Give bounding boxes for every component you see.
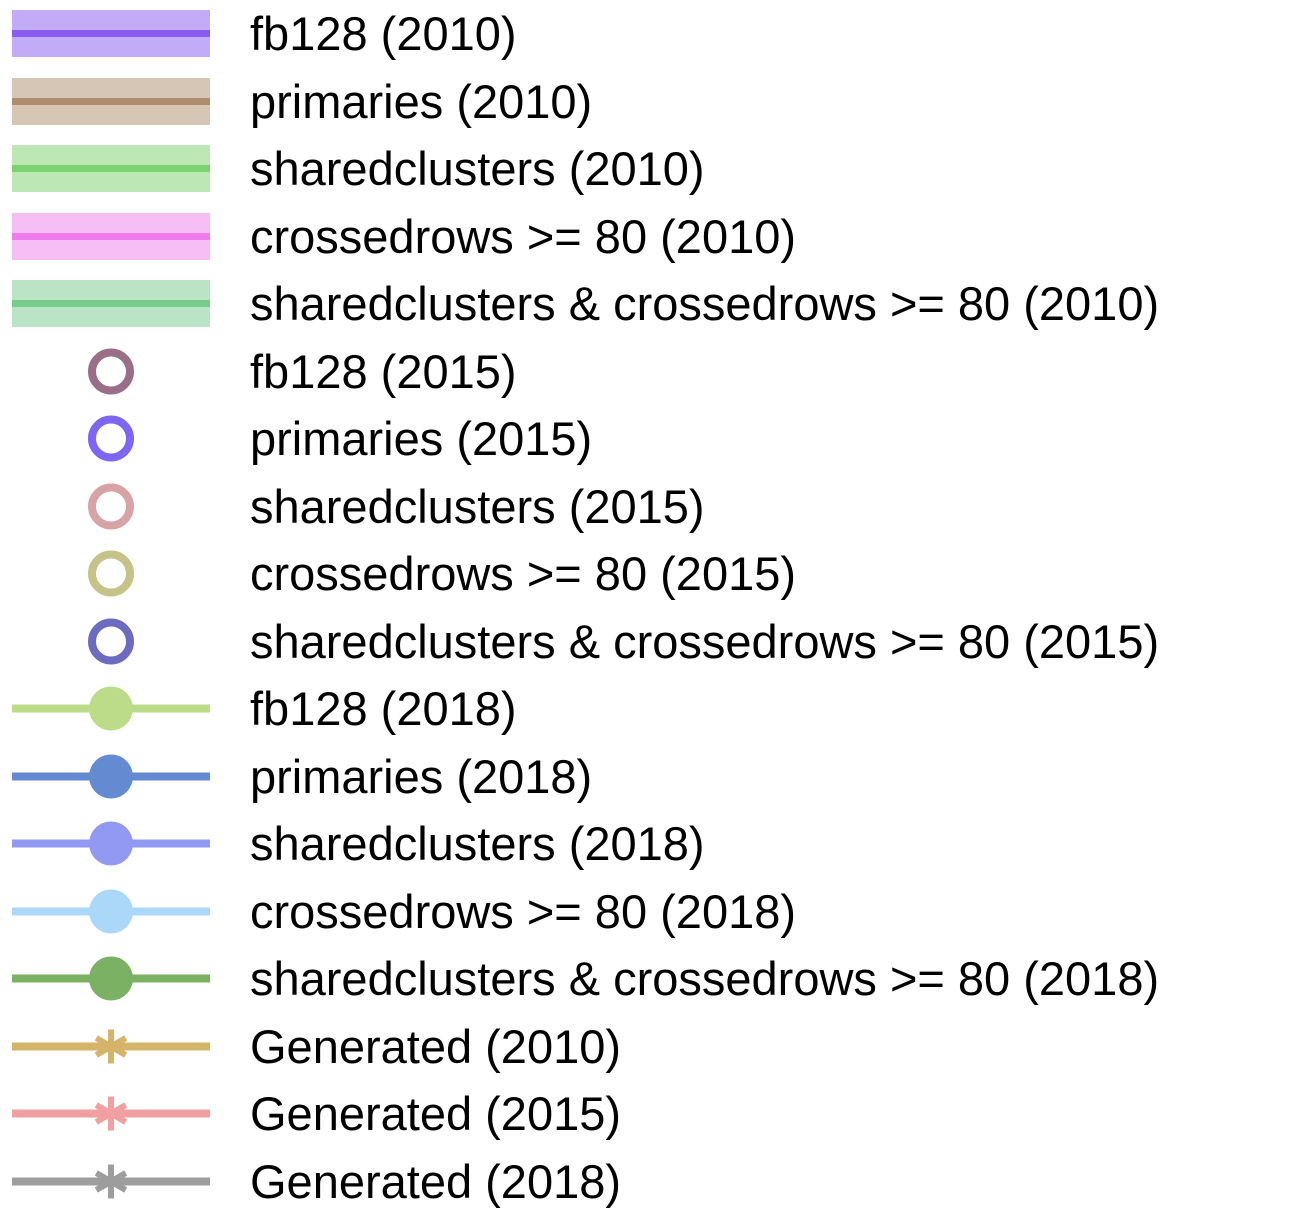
legend-swatch [12,212,210,260]
legend-label: Generated (2018) [250,1154,622,1208]
legend-label: crossedrows >= 80 (2018) [250,884,797,938]
legend-swatch [12,686,210,731]
legend-swatch [88,348,134,394]
legend-swatch [12,145,210,192]
legend-dot-marker [89,754,133,798]
legend-ring-marker [88,348,134,394]
legend-label: primaries (2015) [250,412,593,465]
legend-entry: primaries (2018) [0,743,1292,810]
legend-label: crossedrows >= 80 (2010) [250,209,797,263]
legend-dot-marker [89,956,133,1001]
legend-swatch [12,1164,210,1198]
legend-label: sharedclusters & crossedrows >= 80 (2015… [250,614,1160,668]
legend-swatch [88,483,134,529]
legend-entry: Generated (2018) [0,1148,1292,1215]
legend-entry: primaries (2010) [0,68,1292,135]
legend-dot-marker [89,821,133,866]
legend-entry: sharedclusters & crossedrows >= 80 (2010… [0,270,1292,337]
legend-entry: fb128 (2010) [0,0,1292,67]
legend-swatch [12,280,210,327]
legend-label: Generated (2010) [250,1019,622,1073]
legend-label: fb128 (2015) [250,344,517,398]
legend-swatch [88,415,134,462]
legend-label: fb128 (2010) [250,7,517,60]
legend-ring-marker [88,618,134,664]
legend-entry: Generated (2015) [0,1080,1292,1147]
legend-label: sharedclusters (2018) [250,817,705,870]
legend-ring-marker [88,550,134,597]
legend-swatch [12,77,210,125]
legend-swatch [12,754,210,798]
legend-swatch [12,956,210,1001]
legend-entry: crossedrows >= 80 (2010) [0,203,1292,270]
legend-ring-marker [88,483,134,529]
legend-entry: sharedclusters (2018) [0,810,1292,877]
legend-swatch [88,618,134,664]
legend-entry: primaries (2015) [0,405,1292,472]
legend-label: sharedclusters & crossedrows >= 80 (2018… [250,952,1160,1005]
legend-label: fb128 (2018) [250,682,517,735]
legend-swatch [12,10,210,57]
legend-entry: crossedrows >= 80 (2015) [0,540,1292,607]
legend-entry: crossedrows >= 80 (2018) [0,878,1292,945]
legend-label: primaries (2018) [250,749,593,803]
legend-label: sharedclusters (2010) [250,142,705,195]
legend-entry: Generated (2010) [0,1013,1292,1080]
legend-entry: sharedclusters & crossedrows >= 80 (2015… [0,608,1292,675]
legend-swatch [12,889,210,933]
legend-swatch [12,1029,210,1063]
legend-entry: fb128 (2018) [0,675,1292,742]
legend-label: crossedrows >= 80 (2015) [250,547,797,600]
legend-label: Generated (2015) [250,1087,622,1140]
legend-swatch [12,1096,210,1131]
legend-dot-marker [89,889,133,933]
legend-swatch [88,550,134,597]
legend-entry: sharedclusters & crossedrows >= 80 (2018… [0,945,1292,1012]
legend-entry: fb128 (2015) [0,338,1292,405]
legend-label: primaries (2010) [250,74,593,128]
legend-asterisk-marker [94,1096,128,1131]
legend-entry: sharedclusters (2010) [0,135,1292,202]
legend-dot-marker [89,686,133,731]
legend-asterisk-marker [94,1029,128,1063]
legend-swatch [12,821,210,866]
legend-ring-marker [88,415,134,462]
legend-entry: sharedclusters (2015) [0,473,1292,540]
legend-label: sharedclusters (2015) [250,479,705,533]
legend-asterisk-marker [94,1164,128,1198]
legend-label: sharedclusters & crossedrows >= 80 (2010… [250,277,1160,330]
